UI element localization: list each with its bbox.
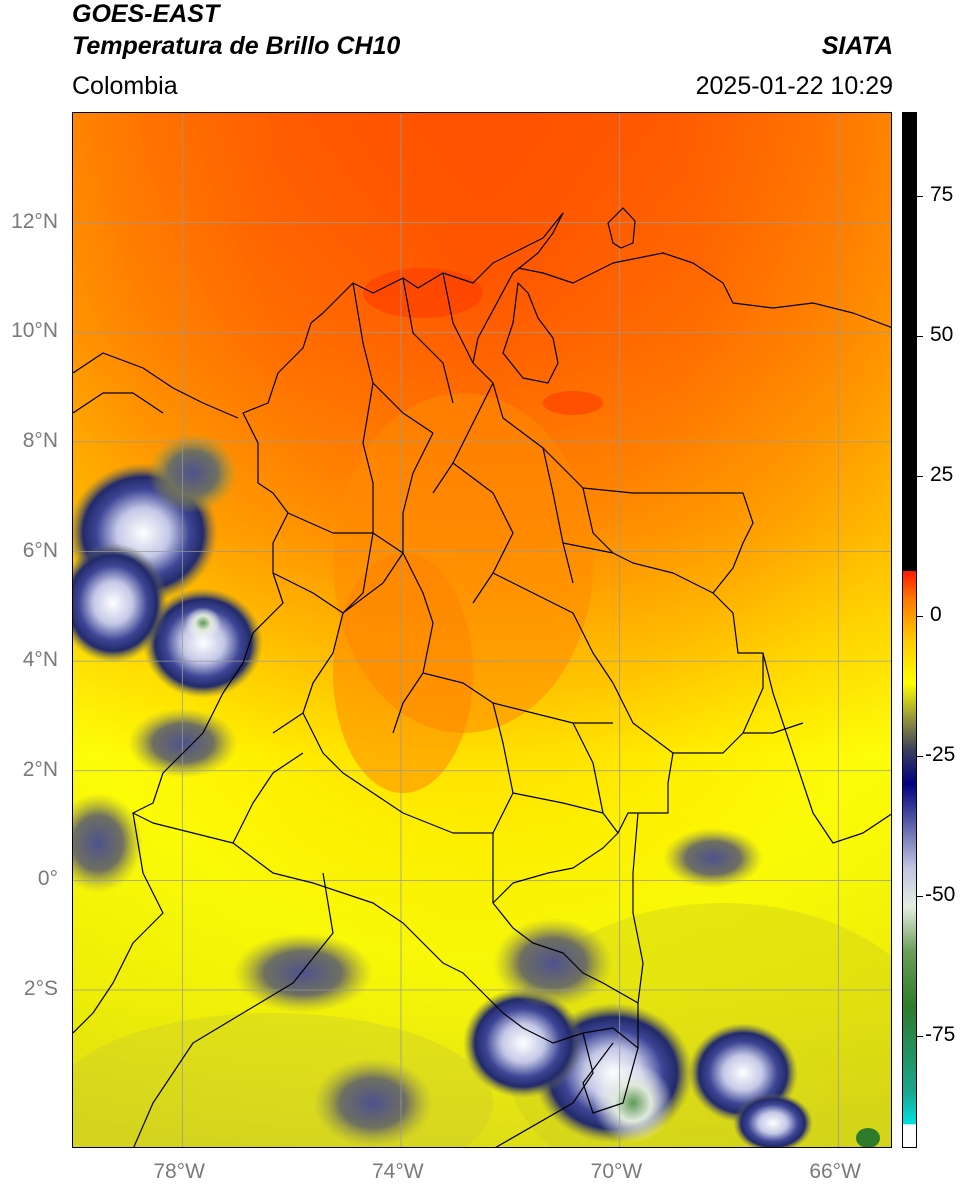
lat-tick-label: 4°N: [22, 648, 58, 672]
lon-tick-label: 74°W: [372, 1160, 424, 1183]
lon-tick-label: 70°W: [590, 1160, 643, 1183]
lat-tick-label: 2°S: [23, 977, 58, 1001]
lat-tick-label: 0°: [37, 867, 58, 891]
lat-tick-label: 12°N: [11, 209, 58, 233]
colorbar-tick-mark: [917, 896, 923, 897]
lon-tick-label: 78°W: [153, 1160, 205, 1183]
lat-tick-label: 10°N: [11, 319, 58, 343]
colorbar-tick-label: -75: [925, 1023, 956, 1046]
colorbar-tick-label: 25: [930, 463, 954, 486]
datetime-label: 2025-01-22 10:29: [695, 72, 893, 100]
colorbar-tick-mark: [917, 476, 923, 477]
colorbar-tick-label: -25: [925, 743, 956, 766]
colorbar-tick-mark: [917, 336, 923, 337]
lat-tick-label: 6°N: [22, 538, 58, 562]
satellite-title: GOES-EAST: [72, 0, 220, 28]
colorbar-tick-label: 75: [930, 183, 954, 206]
lat-tick-label: 2°N: [22, 757, 58, 781]
region-label: Colombia: [72, 72, 178, 100]
product-title: Temperatura de Brillo CH10: [72, 32, 401, 60]
lat-tick-label: 8°N: [22, 428, 58, 452]
colorbar-tick-mark: [917, 756, 923, 757]
agency-label: SIATA: [821, 32, 893, 60]
boundaries: [73, 207, 891, 1147]
colombia-border: [132, 212, 764, 1049]
temperature-colorbar: [902, 112, 917, 1148]
colorbar-tick-mark: [917, 1036, 923, 1037]
brightness-temperature-map[interactable]: [73, 113, 892, 1148]
colorbar-tick-label: 50: [930, 323, 954, 346]
colorbar-tick-mark: [917, 616, 923, 617]
colorbar-tick-label: -50: [925, 883, 956, 906]
lon-tick-label: 66°W: [809, 1160, 861, 1183]
colorbar-tick-label: 0: [930, 603, 942, 626]
map-frame[interactable]: [72, 112, 892, 1148]
gridlines: [73, 113, 891, 1147]
cloud-tops: [73, 433, 880, 1147]
colorbar-tick-mark: [917, 196, 923, 197]
